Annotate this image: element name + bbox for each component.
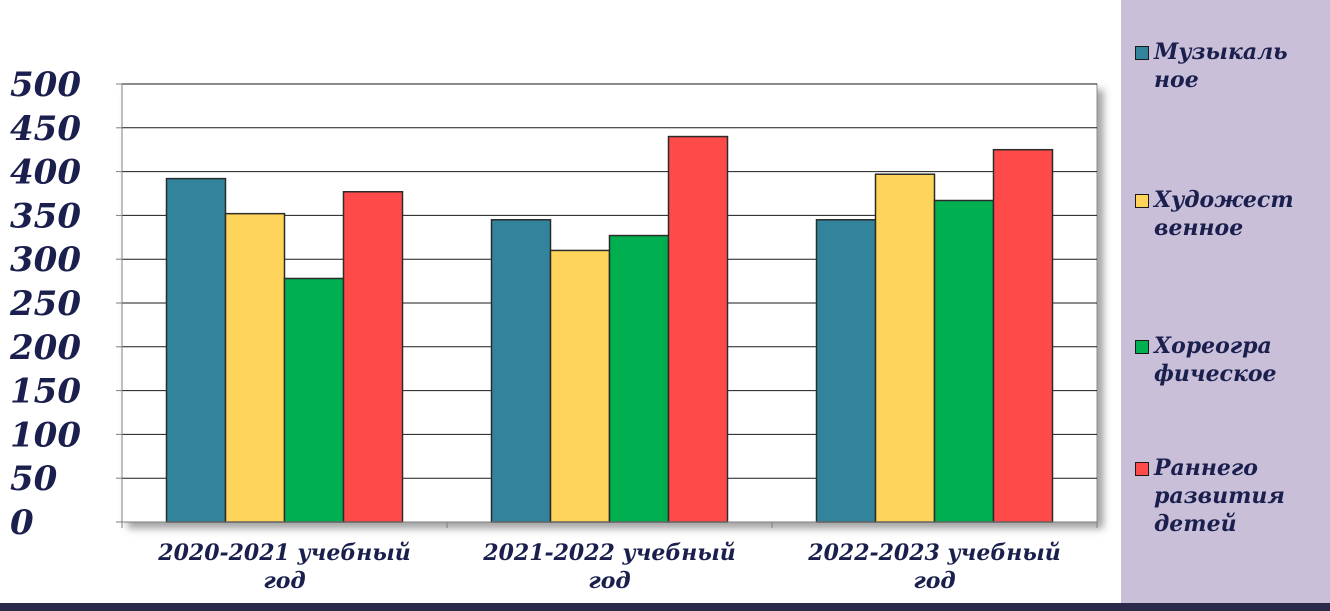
y-tick-label: 450 bbox=[10, 109, 81, 149]
y-tick-label: 500 bbox=[10, 65, 81, 105]
y-tick-label: 300 bbox=[10, 240, 81, 280]
y-tick-label: 200 bbox=[9, 328, 81, 368]
y-tick-label: 100 bbox=[10, 415, 81, 455]
legend-label: Раннего развития детей bbox=[1154, 455, 1285, 537]
x-tick-label: 2020-2021 учебный год bbox=[157, 540, 410, 594]
legend: Музыкаль ное Художест венное Хореогра фическо… bbox=[1121, 0, 1330, 611]
y-tick-label: 350 bbox=[10, 196, 81, 236]
bar bbox=[224, 212, 286, 523]
y-tick-label: 0 bbox=[10, 503, 34, 543]
axes bbox=[116, 83, 1098, 528]
bar bbox=[549, 249, 611, 523]
bar bbox=[490, 219, 552, 523]
x-tick-label: 2022-2023 учебный год bbox=[807, 540, 1060, 594]
y-tick-label: 250 bbox=[9, 284, 81, 324]
legend-label: Хореогра фическое bbox=[1154, 333, 1277, 387]
legend-swatch bbox=[1135, 340, 1149, 354]
bar bbox=[874, 173, 936, 523]
bar bbox=[667, 135, 729, 523]
bar bbox=[992, 148, 1054, 523]
legend-swatch bbox=[1135, 194, 1149, 208]
y-tick-label: 400 bbox=[10, 153, 81, 193]
bar bbox=[283, 277, 345, 523]
bars bbox=[165, 135, 1054, 523]
x-axis-tick-labels: 2020-2021 учебный год 2021-2022 учебный год… bbox=[157, 540, 1060, 594]
y-tick-label: 50 bbox=[10, 459, 58, 499]
legend-label: Музыкаль ное bbox=[1154, 39, 1288, 93]
bar bbox=[933, 199, 995, 523]
bar bbox=[608, 234, 670, 523]
bar bbox=[165, 177, 227, 523]
y-tick-label: 150 bbox=[10, 372, 81, 412]
legend-swatch bbox=[1135, 46, 1149, 60]
bar bbox=[342, 190, 404, 523]
legend-label: Художест венное bbox=[1154, 187, 1294, 241]
bottom-border bbox=[0, 603, 1330, 611]
x-tick-label: 2021-2022 учебный год bbox=[482, 540, 735, 594]
legend-swatch bbox=[1135, 462, 1149, 476]
bar bbox=[815, 219, 877, 523]
